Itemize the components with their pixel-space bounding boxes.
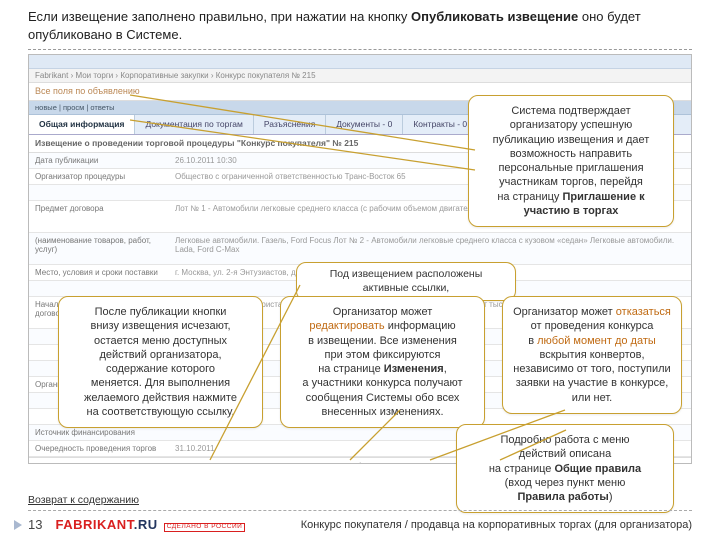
footer-right-text: Конкурс покупателя / продавца на корпора… bbox=[301, 519, 692, 531]
header-text-1: Если извещение заполнено правильно, при … bbox=[28, 9, 411, 24]
callout-refuse: Организатор может отказаться от проведен… bbox=[502, 296, 682, 414]
ss-tab-general[interactable]: Общая информация bbox=[29, 115, 135, 134]
ss-titlebar bbox=[29, 55, 691, 69]
ss-tab-documents[interactable]: Документы - 0 bbox=[326, 115, 403, 134]
ss-row: (наименование товаров, работ, услуг)Легк… bbox=[29, 233, 691, 265]
ss-tab-clar[interactable]: Разъяснения bbox=[254, 115, 326, 134]
footer-left: 13 FABRIKANT.RU СДЕЛАНО В РОССИИ bbox=[28, 517, 245, 532]
footer-sep bbox=[28, 510, 692, 511]
ss-tab-contracts[interactable]: Контракты - 0 bbox=[403, 115, 478, 134]
play-icon bbox=[14, 520, 22, 530]
logo: FABRIKANT.RU СДЕЛАНО В РОССИИ bbox=[56, 517, 246, 532]
page-number: 13 bbox=[28, 517, 42, 532]
ss-tab-docs[interactable]: Документация по торгам bbox=[135, 115, 253, 134]
header-paragraph: Если извещение заполнено правильно, при … bbox=[0, 0, 720, 49]
return-link[interactable]: Возврат к содержанию bbox=[28, 494, 692, 506]
footer: Возврат к содержанию 13 FABRIKANT.RU СДЕ… bbox=[0, 488, 720, 540]
callout-confirm: Система подтверждает организатору успешн… bbox=[468, 95, 674, 227]
callout-after-publish: После публикации кнопки внизу извещения … bbox=[58, 296, 263, 428]
ss-breadcrumb: Fabrikant › Мои торги › Корпоративные за… bbox=[29, 69, 691, 83]
callout-edit: Организатор может редактировать информац… bbox=[280, 296, 485, 428]
header-bold: Опубликовать извещение bbox=[411, 9, 578, 24]
dashed-separator bbox=[28, 49, 692, 50]
